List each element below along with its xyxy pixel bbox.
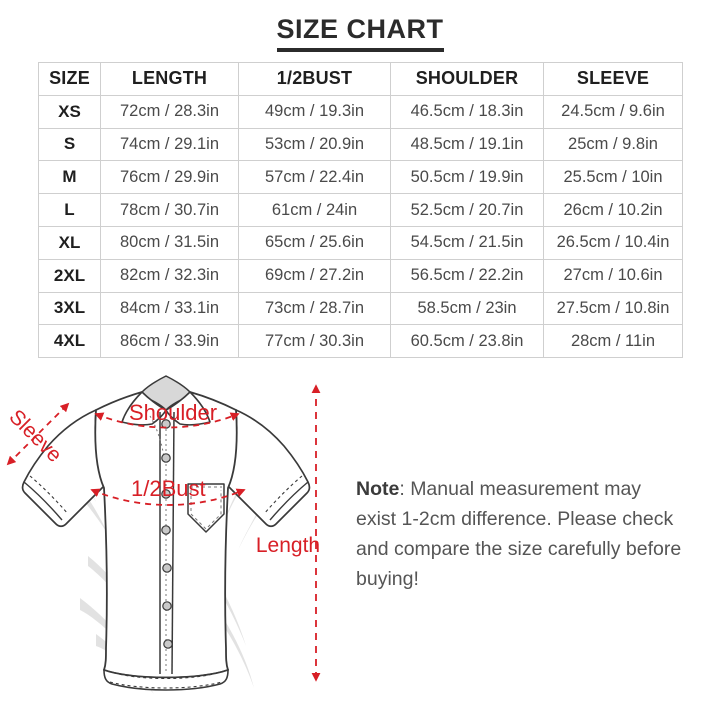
note-separator: : <box>399 478 411 500</box>
cell-size: XL <box>38 225 101 260</box>
shoulder-label: Shoulder <box>129 400 217 425</box>
table-row: S 74cm / 29.1in 53cm / 20.9in 48.5cm / 1… <box>38 127 683 162</box>
cell-size: XS <box>38 94 101 129</box>
cell-shoulder: 50.5cm / 19.9in <box>390 160 544 195</box>
cell-bust: 61cm / 24in <box>238 193 391 227</box>
table-row: L 78cm / 30.7in 61cm / 24in 52.5cm / 20.… <box>38 193 683 227</box>
cell-length: 84cm / 33.1in <box>100 291 239 326</box>
bust-measure-arc <box>90 488 246 506</box>
column-header-sleeve: SLEEVE <box>543 62 683 96</box>
cell-bust: 77cm / 30.3in <box>238 324 391 359</box>
size-chart-table: SIZE LENGTH 1/2BUST SHOULDER SLEEVE XS 7… <box>38 62 683 359</box>
cell-length: 86cm / 33.9in <box>100 324 239 359</box>
table-row: 2XL 82cm / 32.3in 69cm / 27.2in 56.5cm /… <box>38 258 683 293</box>
cell-sleeve: 25cm / 9.8in <box>543 127 683 162</box>
table-row: XS 72cm / 28.3in 49cm / 19.3in 46.5cm / … <box>38 94 683 129</box>
page-title-text: SIZE CHART <box>276 14 444 52</box>
cell-sleeve: 24.5cm / 9.6in <box>543 94 683 129</box>
cell-shoulder: 54.5cm / 21.5in <box>390 225 544 260</box>
column-header-size: SIZE <box>38 62 101 96</box>
table-row: 3XL 84cm / 33.1in 73cm / 28.7in 58.5cm /… <box>38 291 683 326</box>
cell-shoulder: 52.5cm / 20.7in <box>390 193 544 227</box>
cell-bust: 73cm / 28.7in <box>238 291 391 326</box>
column-header-shoulder: SHOULDER <box>390 62 544 96</box>
table-row: XL 80cm / 31.5in 65cm / 25.6in 54.5cm / … <box>38 225 683 260</box>
sleeve-measure-arrow <box>6 402 70 466</box>
cell-sleeve: 26cm / 10.2in <box>543 193 683 227</box>
cell-bust: 49cm / 19.3in <box>238 94 391 129</box>
cell-bust: 53cm / 20.9in <box>238 127 391 162</box>
right-sleeve <box>227 409 311 528</box>
cell-length: 76cm / 29.9in <box>100 160 239 195</box>
page-title: SIZE CHART <box>0 14 720 52</box>
cell-sleeve: 27.5cm / 10.8in <box>543 291 683 326</box>
cell-size: 3XL <box>38 291 101 326</box>
column-header-length: LENGTH <box>100 62 239 96</box>
cell-bust: 65cm / 25.6in <box>238 225 391 260</box>
cell-bust: 69cm / 27.2in <box>238 258 391 293</box>
garment-measurement-diagram: Sleeve Shoulder 1/2Bust Length <box>0 366 350 720</box>
shirt-buttons <box>161 419 173 649</box>
cell-sleeve: 26.5cm / 10.4in <box>543 225 683 260</box>
cell-length: 72cm / 28.3in <box>100 94 239 129</box>
cell-sleeve: 25.5cm / 10in <box>543 160 683 195</box>
cell-length: 82cm / 32.3in <box>100 258 239 293</box>
cell-bust: 57cm / 22.4in <box>238 160 391 195</box>
cell-shoulder: 48.5cm / 19.1in <box>390 127 544 162</box>
cell-sleeve: 27cm / 10.6in <box>543 258 683 293</box>
cell-shoulder: 58.5cm / 23in <box>390 291 544 326</box>
shoulder-measure-arc <box>94 412 240 429</box>
cell-size: M <box>38 160 101 195</box>
measurement-note: Note: Manual measurement may exist 1-2cm… <box>356 474 686 594</box>
table-header-row: SIZE LENGTH 1/2BUST SHOULDER SLEEVE <box>38 62 683 96</box>
cell-size: 2XL <box>38 258 101 293</box>
cell-shoulder: 46.5cm / 18.3in <box>390 94 544 129</box>
column-header-bust: 1/2BUST <box>238 62 391 96</box>
length-label: Length <box>256 534 320 557</box>
table-row: 4XL 86cm / 33.9in 77cm / 30.3in 60.5cm /… <box>38 324 683 359</box>
note-label: Note <box>356 478 400 500</box>
table-row: M 76cm / 29.9in 57cm / 22.4in 50.5cm / 1… <box>38 160 683 195</box>
cell-size: 4XL <box>38 324 101 359</box>
note-text: Manual measurement may exist 1-2cm diffe… <box>356 478 682 590</box>
cell-size: S <box>38 127 101 162</box>
cell-shoulder: 56.5cm / 22.2in <box>390 258 544 293</box>
cell-length: 80cm / 31.5in <box>100 225 239 260</box>
cell-length: 74cm / 29.1in <box>100 127 239 162</box>
cell-sleeve: 28cm / 11in <box>543 324 683 359</box>
cell-length: 78cm / 30.7in <box>100 193 239 227</box>
bust-label: 1/2Bust <box>131 476 206 501</box>
cell-size: L <box>38 193 101 227</box>
cell-shoulder: 60.5cm / 23.8in <box>390 324 544 359</box>
